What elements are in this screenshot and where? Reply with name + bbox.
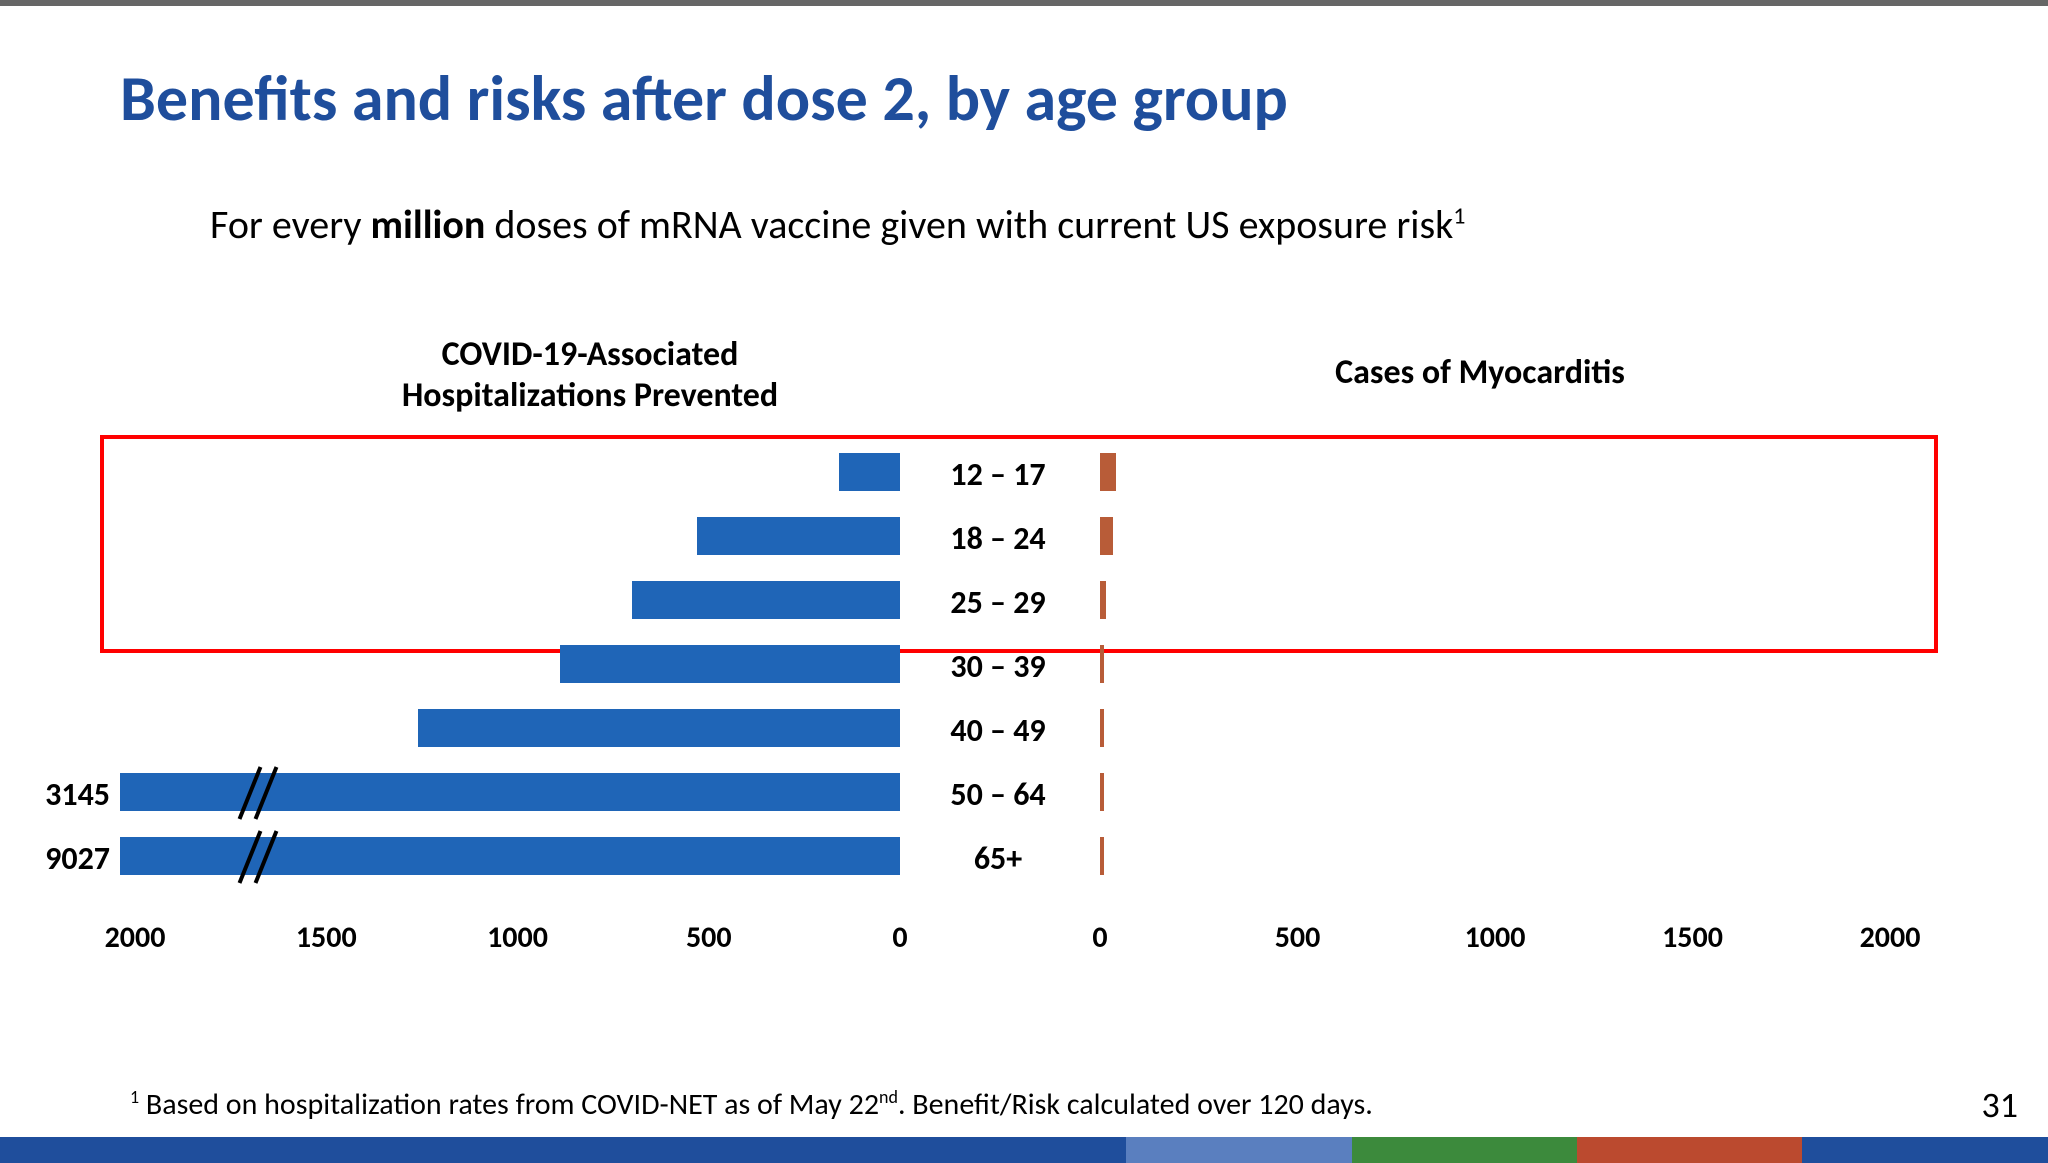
- bottom-stripe-segment: [1126, 1137, 1351, 1163]
- bottom-stripe-segment: [1577, 1137, 1802, 1163]
- bar-right: [1100, 645, 1104, 683]
- slide-subtitle: For every million doses of mRNA vaccine …: [210, 200, 1465, 249]
- bar-right: [1100, 773, 1104, 811]
- axis-break-icon: [240, 829, 284, 885]
- subtitle-bold: million: [371, 200, 486, 249]
- footnote-b: . Benefit/Risk calculated over 120 days.: [898, 1086, 1373, 1123]
- bottom-stripe-segment: [1802, 1137, 2048, 1163]
- bottom-stripe-segment: [1352, 1137, 1577, 1163]
- age-group-label: 12 – 17: [908, 455, 1088, 494]
- axis-tick: 500: [1258, 919, 1338, 956]
- bar-left: [418, 709, 900, 747]
- axis-tick: 1000: [478, 919, 558, 956]
- footnote-a: Based on hospitalization rates from COVI…: [139, 1086, 879, 1123]
- bottom-stripe: [0, 1137, 2048, 1163]
- axis-break-icon: [240, 765, 284, 821]
- bar-left-overflow: [120, 837, 900, 875]
- axis-tick: 1000: [1455, 919, 1535, 956]
- diverging-bar-chart: COVID-19-AssociatedHospitalizations Prev…: [0, 335, 2048, 955]
- subtitle-suffix: doses of mRNA vaccine given with current…: [485, 200, 1453, 249]
- bar-left: [697, 517, 900, 555]
- subtitle-prefix: For every: [210, 200, 371, 249]
- axis-tick: 0: [860, 919, 940, 956]
- slide-title: Benefits and risks after dose 2, by age …: [120, 60, 1288, 138]
- overflow-value: 9027: [30, 839, 110, 878]
- age-group-label: 30 – 39: [908, 647, 1088, 686]
- bar-right: [1100, 517, 1113, 555]
- bar-left-overflow: [120, 773, 900, 811]
- age-group-label: 25 – 29: [908, 583, 1088, 622]
- right-column-title: Cases of Myocarditis: [1280, 353, 1680, 394]
- bottom-stripe-segment: [0, 1137, 1126, 1163]
- axis-tick: 1500: [1653, 919, 1733, 956]
- axis-tick: 0: [1060, 919, 1140, 956]
- age-group-label: 40 – 49: [908, 711, 1088, 750]
- bar-left: [632, 581, 900, 619]
- bar-right: [1100, 837, 1104, 875]
- axis-tick: 500: [669, 919, 749, 956]
- top-border: [0, 0, 2048, 6]
- bar-right: [1100, 453, 1116, 491]
- left-column-title: COVID-19-AssociatedHospitalizations Prev…: [360, 335, 820, 417]
- axis-tick: 1500: [286, 919, 366, 956]
- footnote-sup2: nd: [879, 1086, 898, 1108]
- bar-right: [1100, 709, 1104, 747]
- footnote: 1 Based on hospitalization rates from CO…: [130, 1086, 1373, 1123]
- overflow-value: 3145: [30, 775, 110, 814]
- axis-tick: 2000: [95, 919, 175, 956]
- age-group-label: 50 – 64: [908, 775, 1088, 814]
- axis-tick: 2000: [1850, 919, 1930, 956]
- subtitle-sup: 1: [1453, 202, 1465, 231]
- page-number: 31: [1982, 1083, 2019, 1127]
- bar-right: [1100, 581, 1106, 619]
- bar-left: [560, 645, 900, 683]
- age-group-label: 65+: [908, 839, 1088, 878]
- bar-left: [839, 453, 900, 491]
- age-group-label: 18 – 24: [908, 519, 1088, 558]
- footnote-sup: 1: [130, 1086, 139, 1108]
